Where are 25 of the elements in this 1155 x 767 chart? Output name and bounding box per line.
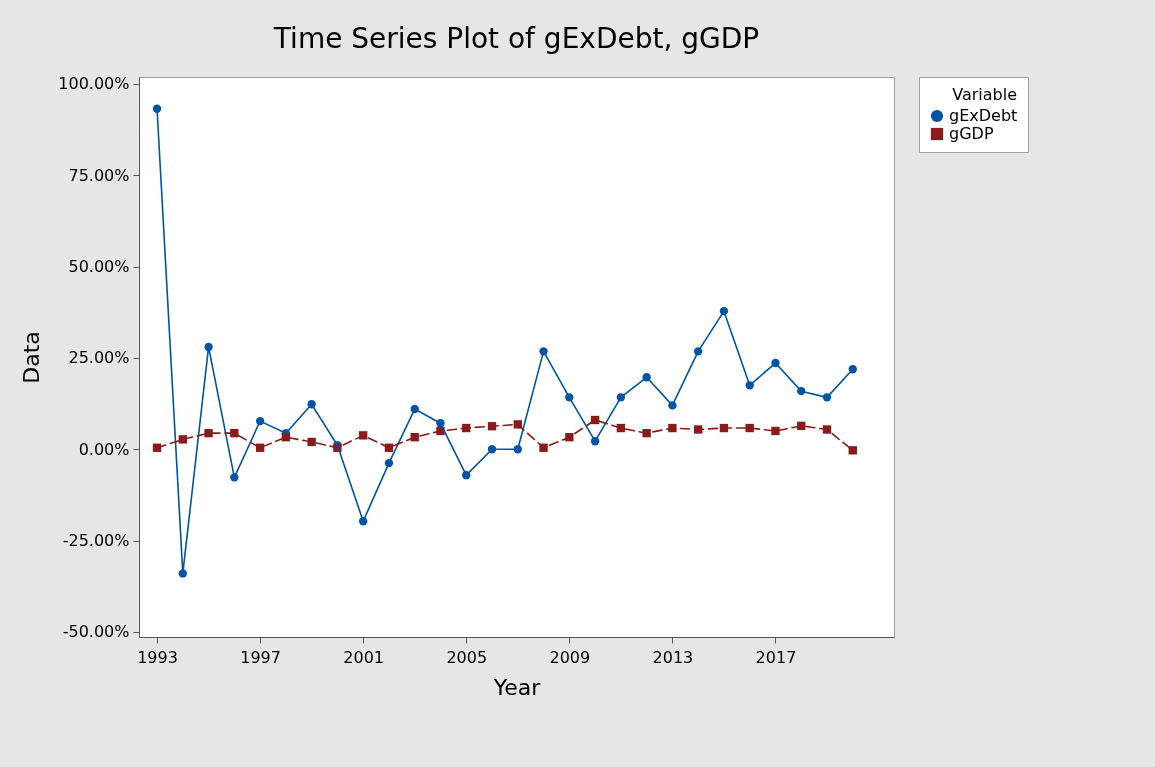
y-tick-label: 75.00% bbox=[68, 165, 130, 185]
point bbox=[771, 426, 780, 436]
y-tick-label: 50.00% bbox=[68, 257, 130, 277]
legend-title: Variable bbox=[952, 85, 1017, 104]
x-tick-label: 2009 bbox=[549, 647, 591, 667]
x-tick-label: 2001 bbox=[343, 647, 385, 667]
x-tick-label: 1997 bbox=[240, 647, 281, 667]
x-tick-label: 2017 bbox=[755, 647, 797, 667]
y-tick-label: 100.00% bbox=[58, 74, 130, 94]
y-tick-label: -50.00% bbox=[62, 622, 130, 642]
legend-label: gExDebt bbox=[949, 106, 1018, 125]
x-tick-label: 2005 bbox=[446, 647, 488, 667]
y-tick-label: -25.00% bbox=[62, 531, 130, 551]
y-axis-title: Data bbox=[19, 331, 45, 384]
x-axis-title: Year bbox=[492, 674, 542, 700]
y-tick-label: 0.00% bbox=[78, 439, 130, 459]
point bbox=[848, 446, 857, 455]
x-tick-label: 1993 bbox=[137, 647, 178, 667]
y-tick-label: 25.00% bbox=[68, 348, 130, 368]
x-tick-label: 2013 bbox=[652, 647, 694, 667]
point bbox=[307, 437, 316, 447]
point bbox=[178, 435, 187, 444]
chart-title: Time Series Plot of gExDebt, gGDP bbox=[272, 21, 760, 55]
point bbox=[693, 425, 703, 434]
legend-label: gGDP bbox=[949, 124, 994, 143]
